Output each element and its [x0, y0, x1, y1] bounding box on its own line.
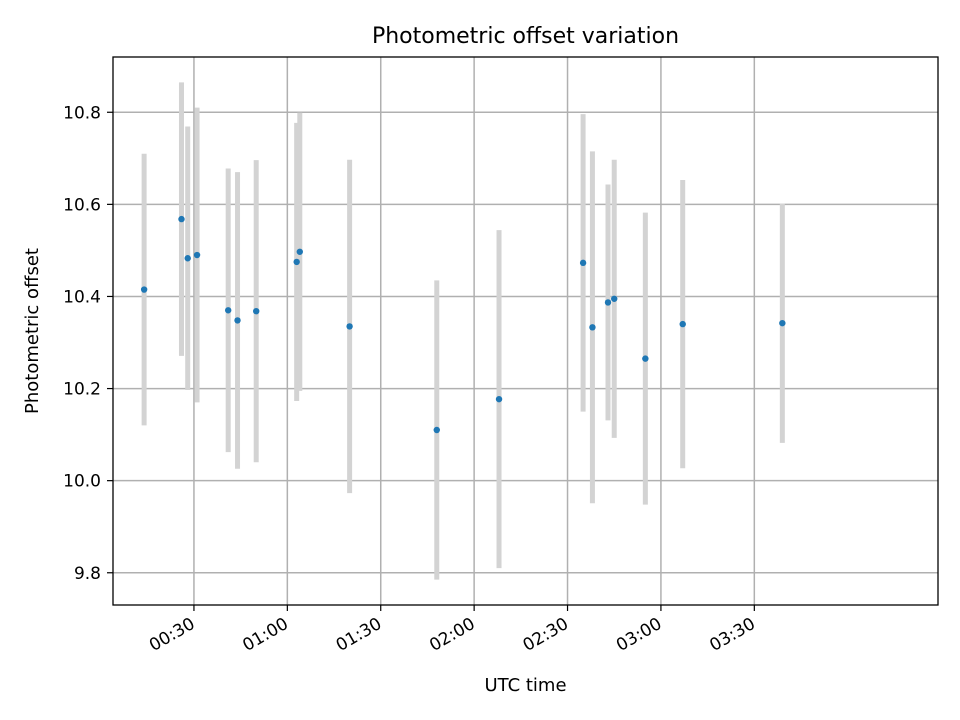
data-point — [589, 324, 596, 331]
data-point — [184, 255, 191, 262]
data-point — [224, 307, 232, 314]
data-point — [178, 215, 185, 223]
y-tick-label: 10.0 — [63, 472, 101, 492]
data-point — [495, 395, 503, 403]
y-tick-label: 10.6 — [63, 195, 101, 215]
data-point — [679, 320, 686, 328]
grid — [113, 57, 938, 605]
y-tick-label: 10.2 — [63, 380, 101, 400]
data-point — [253, 307, 260, 315]
x-tick-label: 02:30 — [520, 614, 572, 656]
y-axis-label: Photometric offset — [22, 248, 43, 414]
x-tick-label: 01:30 — [333, 614, 385, 656]
data-points — [140, 215, 786, 434]
data-point — [193, 251, 201, 259]
data-point — [642, 355, 649, 362]
y-tick-label: 9.8 — [74, 564, 101, 584]
y-tick-label: 10.4 — [63, 287, 101, 307]
data-point — [293, 258, 300, 266]
data-point — [779, 319, 786, 327]
data-point — [140, 286, 148, 293]
data-point — [296, 248, 303, 255]
plot-frame — [112, 56, 939, 606]
data-point — [611, 295, 618, 302]
x-tick-label: 01:00 — [239, 614, 291, 656]
data-point — [234, 317, 241, 324]
x-axis-label: UTC time — [484, 675, 566, 696]
data-point — [433, 426, 440, 434]
y-tick-label: 10.8 — [63, 103, 101, 123]
data-point — [604, 299, 612, 306]
chart-title: Photometric offset variation — [372, 24, 679, 49]
error-bars — [141, 82, 785, 580]
x-tick-label: 03:30 — [706, 614, 758, 656]
data-point — [579, 259, 587, 267]
x-tick-label: 00:30 — [146, 614, 198, 656]
data-point — [346, 323, 353, 330]
x-tick-label: 03:00 — [613, 614, 665, 656]
x-tick-label: 02:00 — [426, 614, 478, 656]
